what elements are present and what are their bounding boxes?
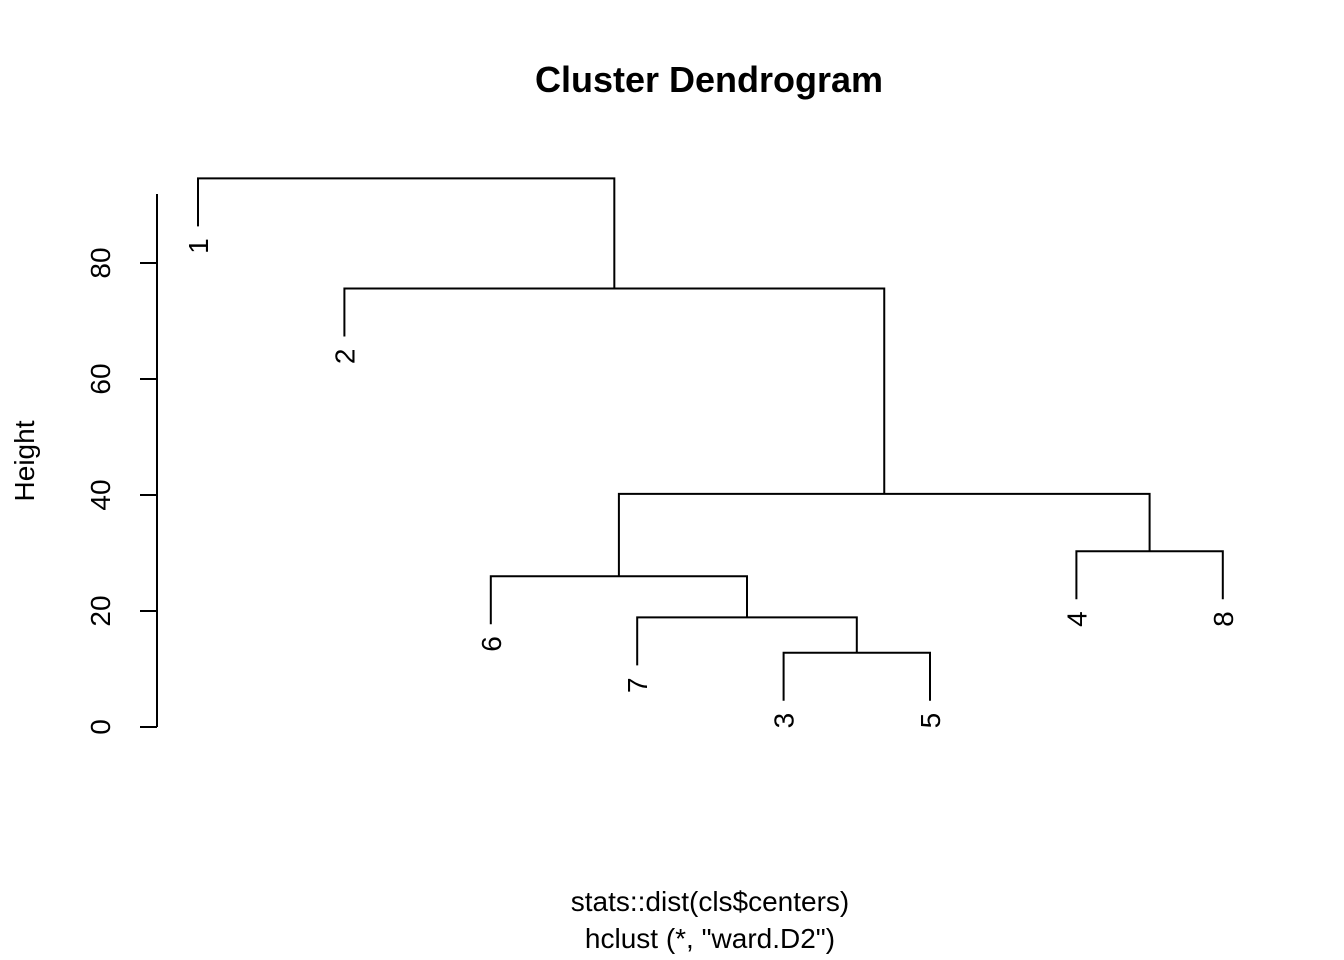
merge-bracket xyxy=(343,287,886,494)
y-tick-label: 60 xyxy=(85,363,116,394)
leaf-label: 4 xyxy=(1061,611,1092,627)
dendrogram-tree xyxy=(197,177,1224,701)
merge-link xyxy=(197,177,616,289)
method-subtitle: hclust (*, "ward.D2") xyxy=(585,923,835,954)
y-axis-label: Height xyxy=(9,420,40,501)
merge-bracket xyxy=(782,651,931,701)
y-tick-label: 0 xyxy=(85,719,116,735)
y-tick-label: 80 xyxy=(85,247,116,278)
leaf-label: 1 xyxy=(183,238,214,254)
merge-bracket xyxy=(197,177,616,289)
merge-link xyxy=(636,616,858,666)
leaf-label: 7 xyxy=(622,677,653,693)
merge-link xyxy=(343,287,886,494)
leaf-label: 8 xyxy=(1208,611,1239,627)
leaf-label: 2 xyxy=(329,349,360,365)
y-tick-label: 20 xyxy=(85,595,116,626)
merge-link xyxy=(617,492,1151,577)
leaf-labels: 3 5 7 4 8 6 2 1 xyxy=(183,238,1239,728)
leaf-label: 5 xyxy=(915,713,946,729)
merge-bracket xyxy=(617,492,1151,577)
leaf-label: 3 xyxy=(769,713,800,729)
leaf-label: 6 xyxy=(476,636,507,652)
y-axis: 0 20 40 60 80 xyxy=(85,194,158,735)
merge-bracket xyxy=(1075,550,1224,600)
merge-bracket xyxy=(636,616,858,666)
merge-link xyxy=(782,651,931,701)
x-axis-label: stats::dist(cls$centers) xyxy=(571,886,850,917)
merge-link xyxy=(1075,550,1224,600)
chart-title: Cluster Dendrogram xyxy=(535,59,883,100)
y-tick-label: 40 xyxy=(85,479,116,510)
